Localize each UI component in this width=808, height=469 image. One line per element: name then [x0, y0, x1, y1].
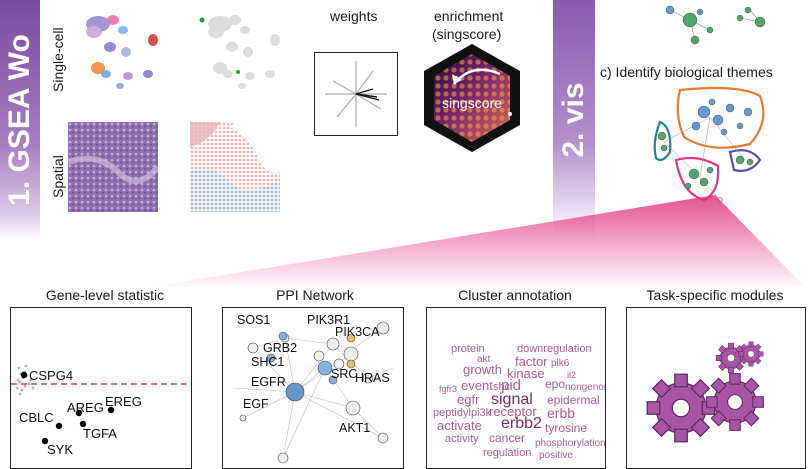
gene-label-syk: SYK	[47, 442, 73, 457]
enrichment-label: enrichment	[434, 8, 504, 24]
word-event: event	[461, 378, 493, 393]
word-growth: growth	[463, 362, 502, 377]
word-cancer: cancer	[489, 431, 525, 445]
gene-label-areg: AREG	[67, 400, 104, 415]
singscore-hexbin: singscore	[418, 42, 526, 154]
single-cell-row-label: Single-cell	[50, 27, 66, 92]
identify-themes-label: c) Identify biological themes	[600, 64, 773, 80]
small-gear-icon-2	[738, 341, 764, 367]
word-fgfr3: fgfr3	[439, 384, 457, 394]
word-factor: factor	[515, 354, 548, 369]
word-pi3k: pi3k	[471, 407, 492, 419]
word-epidermal: epidermal	[547, 393, 600, 407]
weights-label: weights	[330, 8, 378, 24]
enrichment-method-label: (singscore)	[432, 26, 502, 42]
single-cell-enrichment-thumbnail	[190, 2, 280, 92]
gene-set-network-overview	[640, 0, 780, 50]
word-receptor: receptor	[489, 404, 537, 419]
spatial-enrichment-thumbnail	[190, 122, 280, 212]
ppi-label-src: SRC	[331, 367, 357, 381]
large-gear-icon	[646, 373, 716, 443]
word-shc: shc	[493, 381, 511, 393]
gene-level-plot: CSPG4 AREG EREG CBLC TGFA SYK	[10, 307, 192, 469]
singscore-label: singscore	[442, 95, 502, 111]
cluster-wordcloud: protein downregulation akt factor plk6 k…	[426, 307, 606, 469]
zoom-connector-wedge	[0, 195, 808, 290]
spatial-row-label: Spatial	[50, 155, 66, 198]
umap-clusters	[86, 15, 158, 89]
word-kinase: kinase	[507, 366, 545, 381]
word-pid: pid	[501, 377, 521, 394]
word-nongenomic: nongenomic	[565, 382, 605, 393]
left-section-banner: 1. GSEA Wo	[0, 0, 40, 240]
word-activate: activate	[437, 418, 482, 433]
word-erbb: erbb	[547, 405, 575, 421]
cluster-title: Cluster annotation	[458, 287, 572, 303]
medium-gear-icon	[706, 373, 764, 431]
modules-gears	[626, 307, 806, 469]
ppi-label-akt1: AKT1	[339, 421, 370, 435]
ppi-label-pik3r1: PIK3R1	[307, 313, 350, 327]
word-positive: positive	[539, 450, 573, 461]
word-akt: akt	[477, 354, 491, 365]
gene-label-tgfa: TGFA	[83, 426, 117, 441]
weights-plot	[314, 52, 398, 136]
word-regulation: regulation	[483, 447, 531, 459]
ppi-network-plot: SOS1 PIK3R1 PIK3CA GRB2 SHC1 SRC EGFR HR…	[222, 307, 404, 469]
spatial-tissue-thumbnail	[68, 122, 158, 212]
ppi-label-shc1: SHC1	[251, 355, 284, 369]
gene-label-ereg: EREG	[105, 394, 142, 409]
word-downregulation: downregulation	[517, 343, 592, 355]
right-section-title: 2. vis	[557, 82, 590, 158]
word-phosphorylation: phosphorylation	[535, 438, 605, 449]
ppi-label-egf: EGF	[243, 397, 269, 411]
modules-title: Task-specific modules	[646, 287, 784, 303]
ppi-label-hras: HRAS	[355, 371, 390, 385]
left-section-title: 1. GSEA Wo	[3, 34, 36, 206]
gene-level-title: Gene-level statistic	[45, 287, 165, 303]
single-cell-umap-thumbnail	[68, 2, 158, 92]
word-activity: activity	[445, 433, 479, 445]
word-peptidyl: peptidyl	[433, 407, 471, 419]
word-epo: epo	[545, 377, 565, 391]
word-erbb2: erbb2	[501, 415, 542, 432]
gene-label-cspg4: CSPG4	[29, 368, 73, 383]
word-signal: signal	[491, 391, 533, 408]
word-egfr: egfr	[457, 392, 480, 407]
word-protein: protein	[451, 343, 485, 355]
ppi-label-sos1: SOS1	[237, 313, 270, 327]
word-plk6: plk6	[551, 358, 570, 369]
ppi-label-grb2: GRB2	[263, 341, 297, 355]
theme-cluster-network	[600, 82, 808, 210]
right-section-banner: 2. vis	[553, 0, 595, 240]
ppi-label-pik3ca: PIK3CA	[335, 325, 380, 339]
gene-label-cblc: CBLC	[19, 410, 54, 425]
ppi-title: PPI Network	[276, 287, 354, 303]
word-il2: il2	[567, 370, 576, 380]
ppi-label-egfr: EGFR	[251, 375, 286, 389]
word-tyrosine: tyrosine	[545, 421, 587, 435]
